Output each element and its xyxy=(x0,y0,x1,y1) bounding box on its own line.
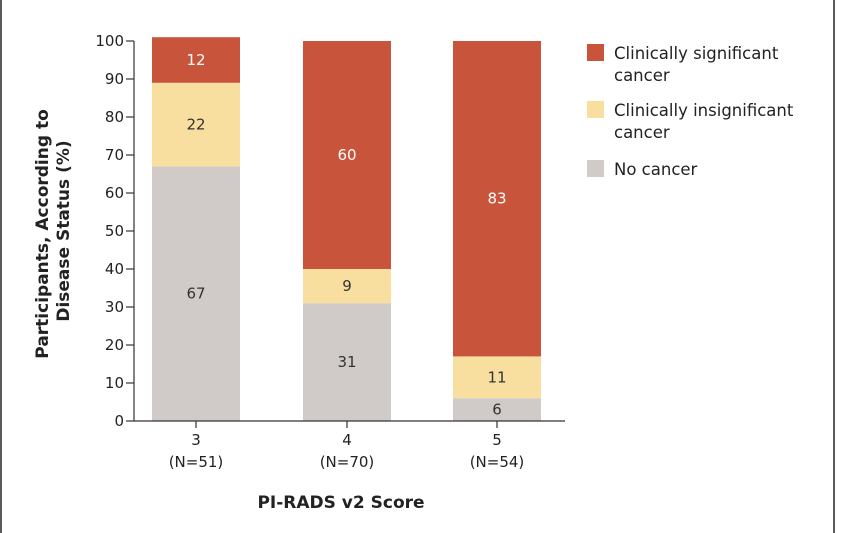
y-tick-label: 100 xyxy=(95,32,124,50)
y-tick-label: 50 xyxy=(105,222,124,240)
bar-value-label: 12 xyxy=(186,51,205,69)
bar-value-label: 31 xyxy=(337,353,356,371)
x-tick-label: 4 xyxy=(342,431,352,449)
legend-label: Clinically significant xyxy=(614,44,779,63)
legend-swatch xyxy=(587,160,604,177)
bar-value-label: 9 xyxy=(342,277,352,295)
x-tick-sublabel: (N=54) xyxy=(470,453,525,471)
bar-segment xyxy=(152,82,240,167)
bar-segment xyxy=(453,356,541,399)
y-axis-title-line-2: Disease Status (%) xyxy=(54,140,74,321)
y-tick-label: 90 xyxy=(105,70,124,88)
bars-group xyxy=(152,37,541,421)
bar-value-label: 83 xyxy=(487,190,506,208)
y-tick-label: 30 xyxy=(105,298,124,316)
y-tick-label: 60 xyxy=(105,184,124,202)
bar-value-label: 67 xyxy=(186,285,205,303)
bar-value-label: 22 xyxy=(186,116,205,134)
bar-segment xyxy=(303,41,391,269)
legend-swatch xyxy=(587,101,604,118)
y-tick-label: 40 xyxy=(105,260,124,278)
x-tick-sublabel: (N=70) xyxy=(320,453,375,471)
bar-value-label: 11 xyxy=(487,368,506,386)
legend-label: cancer xyxy=(614,123,670,142)
y-axis-title: Participants, According to Disease Statu… xyxy=(33,103,74,358)
legend-label: Clinically insignificant xyxy=(614,101,794,120)
x-axis-title: PI-RADS v2 Score xyxy=(257,493,424,513)
bar-segment xyxy=(303,269,391,304)
x-tick-label: 5 xyxy=(492,431,502,449)
bar-segment xyxy=(152,166,240,421)
y-tick-label: 10 xyxy=(105,374,124,392)
y-tick-label: 0 xyxy=(114,412,124,430)
bar-value-label: 60 xyxy=(337,146,356,164)
x-tick-label: 3 xyxy=(191,431,201,449)
y-tick-label: 70 xyxy=(105,146,124,164)
y-tick-label: 20 xyxy=(105,336,124,354)
bar-segment xyxy=(152,37,240,83)
bar-value-label: 6 xyxy=(492,401,502,419)
y-ticks-group: 0 10 20 30 40 50 60 70 80 90 100 xyxy=(95,32,134,430)
legend-label: No cancer xyxy=(614,160,698,179)
legend-label: cancer xyxy=(614,66,670,85)
bar-segment xyxy=(453,398,541,421)
bar-labels-group: 67 22 12 31 9 60 6 11 83 xyxy=(186,51,506,419)
y-tick-label: 80 xyxy=(105,108,124,126)
bar-segment xyxy=(453,41,541,357)
legend: Clinically significant cancer Clinically i… xyxy=(587,44,794,179)
legend-swatch xyxy=(587,44,604,61)
x-ticks-group: 3 (N=51) 4 (N=70) 5 (N=54) xyxy=(169,421,525,471)
y-axis-title-line-1: Participants, According to xyxy=(33,109,53,358)
x-tick-sublabel: (N=51) xyxy=(169,453,224,471)
bar-segment xyxy=(303,303,391,421)
